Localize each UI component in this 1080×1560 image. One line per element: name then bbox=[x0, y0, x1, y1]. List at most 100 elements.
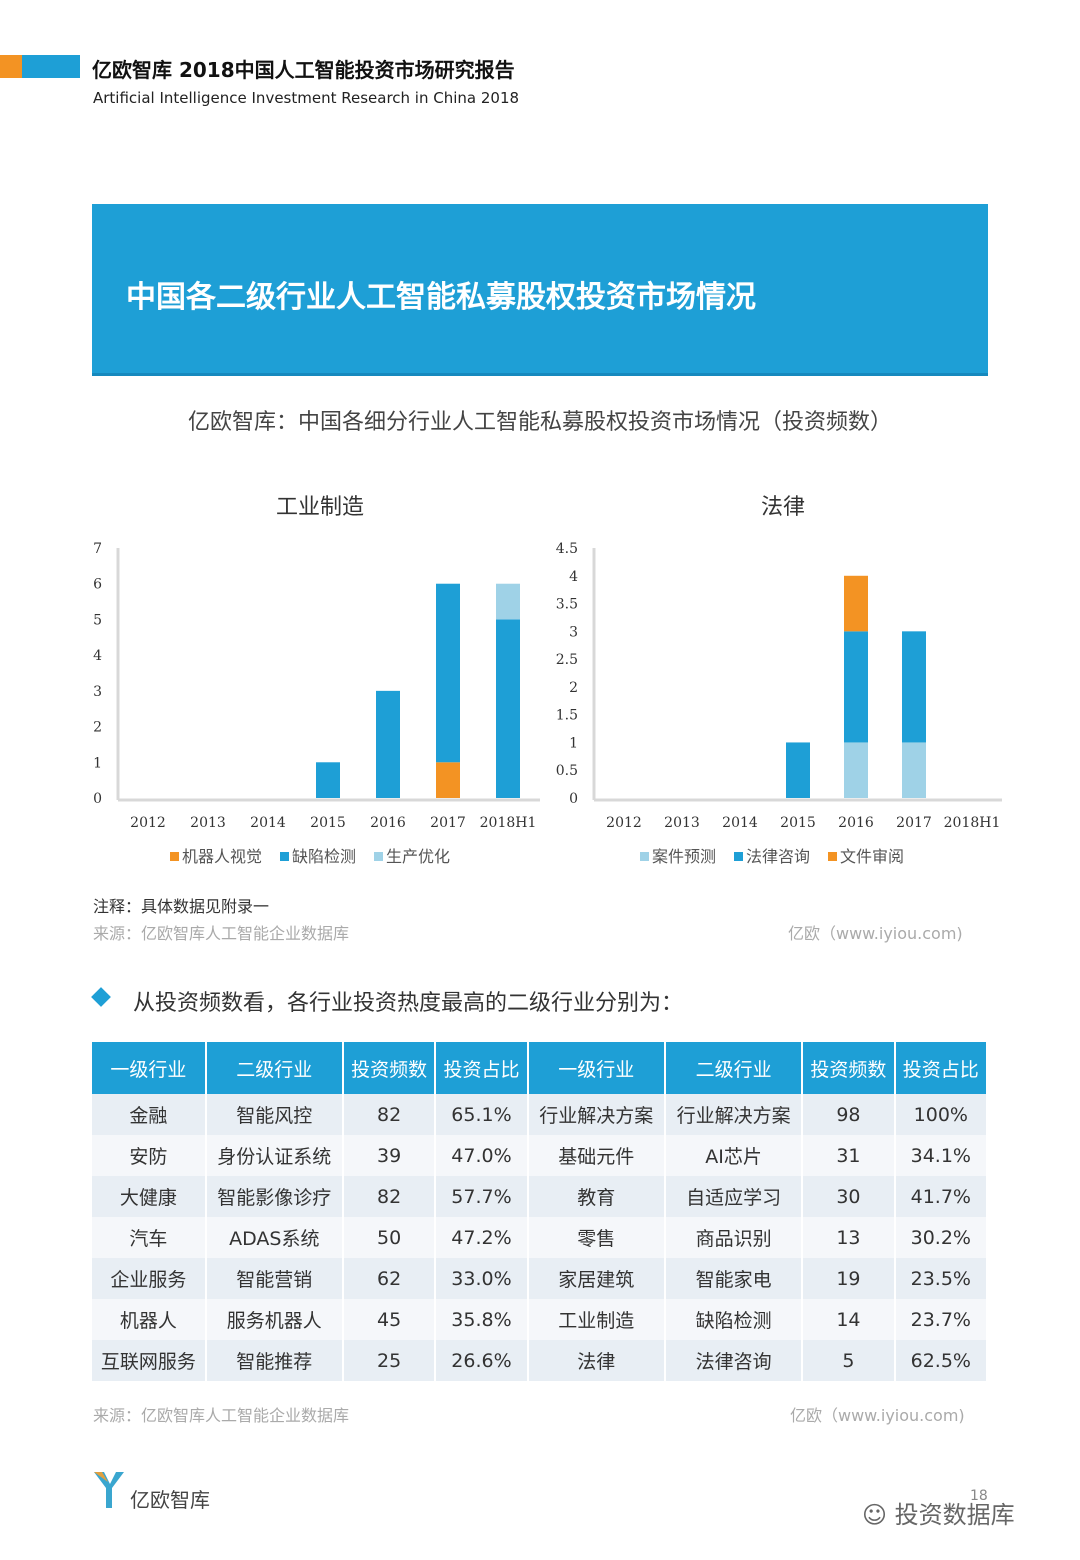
table-cell: 41.7% bbox=[894, 1176, 989, 1217]
table-cell: 34.1% bbox=[894, 1135, 989, 1176]
table-cell: 智能影像诊疗 bbox=[205, 1176, 344, 1217]
chart-legal: 法律 0 0.5 1 1.5 2 2.5 3 3.5 4 4.5 2012 2013 2014 2015 20… bbox=[556, 495, 1002, 866]
table-header: 投资占比 bbox=[894, 1042, 989, 1094]
watermark: ☺ 投资数据库 bbox=[862, 1495, 1015, 1530]
table-cell: 法律咨询 bbox=[664, 1340, 804, 1381]
y-tick-label: 3.5 bbox=[556, 597, 578, 613]
table-row: 金融 智能风控 82 65.1% 行业解决方案 行业解决方案 98 100% bbox=[92, 1094, 989, 1135]
table-header: 一级行业 bbox=[92, 1042, 207, 1094]
x-tick-label: 2014 bbox=[722, 815, 758, 831]
table-header: 二级行业 bbox=[205, 1042, 344, 1094]
bar-segment bbox=[844, 631, 868, 743]
header-blue-bar bbox=[22, 55, 80, 78]
diamond-bullet-icon bbox=[91, 987, 111, 1007]
watermark-text: 投资数据库 bbox=[894, 1501, 1015, 1529]
y-tick-label: 1.5 bbox=[556, 708, 578, 724]
x-tick-label: 2014 bbox=[250, 815, 286, 831]
site: 亿欧（www.iyiou.com) bbox=[788, 924, 963, 943]
table-cell: 23.7% bbox=[894, 1299, 989, 1340]
table-header: 投资频数 bbox=[342, 1042, 437, 1094]
table-cell: 身份认证系统 bbox=[205, 1135, 344, 1176]
table-cell: 35.8% bbox=[435, 1299, 529, 1340]
y-tick-label: 3 bbox=[93, 684, 102, 700]
bar-segment bbox=[376, 690, 400, 798]
table-cell: 45 bbox=[342, 1299, 437, 1340]
report-subtitle: Artificial Intelligence Investment Resea… bbox=[93, 89, 520, 107]
section-banner: 中国各二级行业人工智能私募股权投资市场情况 bbox=[92, 204, 988, 376]
legend-label: 文件审阅 bbox=[840, 847, 904, 866]
y-tick-label: 2 bbox=[569, 680, 578, 696]
table-cell: 82 bbox=[342, 1176, 437, 1217]
bar-segment bbox=[902, 742, 926, 798]
chart-title: 法律 bbox=[761, 495, 805, 520]
x-tick-label: 2015 bbox=[780, 815, 816, 831]
x-tick-label: 2017 bbox=[430, 815, 466, 831]
table-row: 互联网服务 智能推荐 25 26.6% 法律 法律咨询 5 62.5% bbox=[92, 1340, 989, 1381]
table-cell: 行业解决方案 bbox=[664, 1094, 804, 1135]
table-cell: 机器人 bbox=[92, 1299, 207, 1340]
report-title: 亿欧智库 2018中国人工智能投资市场研究报告 bbox=[92, 58, 515, 82]
legend-label: 生产优化 bbox=[386, 847, 450, 866]
x-tick-label: 2018H1 bbox=[480, 815, 537, 831]
table-row: 汽车 ADAS系统 50 47.2% 零售 商品识别 13 30.2% bbox=[92, 1217, 989, 1258]
table-cell: 企业服务 bbox=[92, 1258, 207, 1299]
y-tick-label: 6 bbox=[93, 577, 102, 593]
table-cell: 57.7% bbox=[435, 1176, 529, 1217]
table-cell: 工业制造 bbox=[527, 1299, 666, 1340]
bar-segment bbox=[436, 583, 460, 763]
table-cell: 基础元件 bbox=[527, 1135, 666, 1176]
y-tick-label: 7 bbox=[93, 541, 102, 557]
bar-segment bbox=[902, 631, 926, 743]
x-tick-label: 2013 bbox=[664, 815, 700, 831]
table-cell: 5 bbox=[802, 1340, 896, 1381]
legend-label: 案件预测 bbox=[652, 847, 716, 866]
x-tick-label: 2012 bbox=[606, 815, 642, 831]
bar-segment bbox=[436, 762, 460, 798]
table-cell: 47.0% bbox=[435, 1135, 529, 1176]
table-cell: 47.2% bbox=[435, 1217, 529, 1258]
y-tick-label: 3 bbox=[569, 624, 578, 640]
y-tick-label: 2 bbox=[93, 720, 102, 736]
table-cell: 50 bbox=[342, 1217, 437, 1258]
table-row: 机器人 服务机器人 45 35.8% 工业制造 缺陷检测 14 23.7% bbox=[92, 1299, 989, 1340]
table-source: 来源：亿欧智库人工智能企业数据库 bbox=[93, 1406, 350, 1425]
table-row: 安防 身份认证系统 39 47.0% 基础元件 AI芯片 31 34.1% bbox=[92, 1135, 989, 1176]
table-cell: 家居建筑 bbox=[527, 1258, 666, 1299]
source: 来源：亿欧智库人工智能企业数据库 bbox=[93, 924, 350, 943]
table-cell: 62.5% bbox=[894, 1340, 989, 1381]
table-cell: 30.2% bbox=[894, 1217, 989, 1258]
x-tick-label: 2016 bbox=[370, 815, 406, 831]
y-tick-label: 1 bbox=[569, 735, 578, 751]
table-cell: 汽车 bbox=[92, 1217, 207, 1258]
table-cell: 30 bbox=[802, 1176, 896, 1217]
y-tick-label: 0.5 bbox=[556, 763, 578, 779]
legend-swatch bbox=[828, 852, 837, 861]
bar-segment bbox=[844, 742, 868, 798]
table-cell: 智能风控 bbox=[205, 1094, 344, 1135]
table-row: 企业服务 智能营销 62 33.0% 家居建筑 智能家电 19 23.5% bbox=[92, 1258, 989, 1299]
y-tick-label: 4.5 bbox=[556, 541, 578, 557]
table-cell: 98 bbox=[802, 1094, 896, 1135]
table-cell: 25 bbox=[342, 1340, 437, 1381]
table-cell: 33.0% bbox=[435, 1258, 529, 1299]
table-cell: 自适应学习 bbox=[664, 1176, 804, 1217]
banner-title: 中国各二级行业人工智能私募股权投资市场情况 bbox=[126, 280, 756, 315]
y-tick-label: 0 bbox=[569, 791, 578, 807]
table-header: 投资频数 bbox=[802, 1042, 896, 1094]
page-number: 18 bbox=[970, 1488, 988, 1504]
bar-segment bbox=[316, 762, 340, 798]
bar-segment bbox=[844, 575, 868, 632]
industry-table: 一级行业 二级行业 投资频数 投资占比 一级行业 二级行业 投资频数 投资占比 金融 智能风控 8… bbox=[92, 1042, 989, 1381]
figure-title: 亿欧智库：中国各细分行业人工智能私募股权投资市场情况（投资频数） bbox=[187, 410, 892, 435]
note: 注释：具体数据见附录一 bbox=[93, 897, 270, 916]
table-cell: 26.6% bbox=[435, 1340, 529, 1381]
legend-label: 法律咨询 bbox=[746, 847, 810, 866]
table-row: 大健康 智能影像诊疗 82 57.7% 教育 自适应学习 30 41.7% bbox=[92, 1176, 989, 1217]
table-header: 投资占比 bbox=[435, 1042, 529, 1094]
y-tick-label: 5 bbox=[93, 612, 102, 628]
legend-swatch bbox=[640, 852, 649, 861]
table-cell: 金融 bbox=[92, 1094, 207, 1135]
table-cell: 缺陷检测 bbox=[664, 1299, 804, 1340]
table-cell: 65.1% bbox=[435, 1094, 529, 1135]
y-tick-label: 4 bbox=[93, 648, 102, 664]
